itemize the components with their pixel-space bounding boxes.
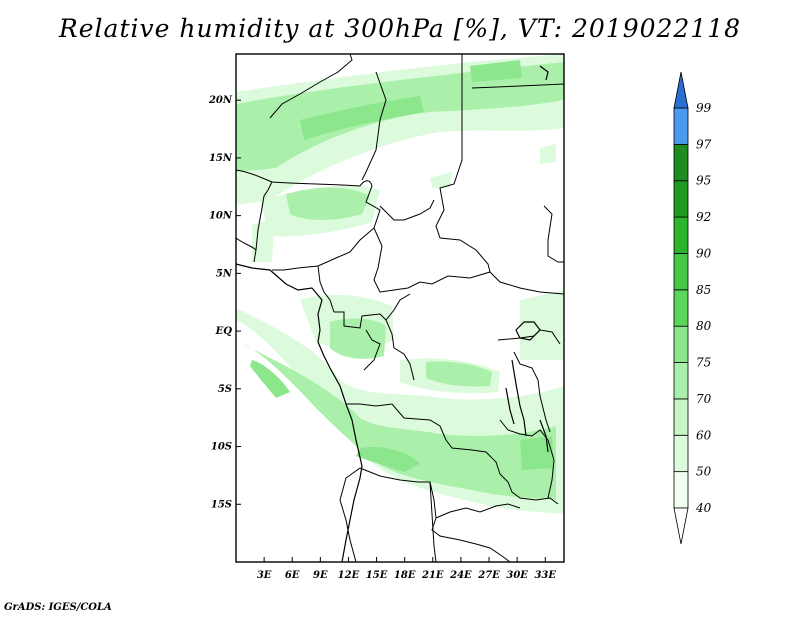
- grads-credit: GrADS: IGES/COLA: [4, 602, 112, 613]
- colorbar-label: 70: [696, 392, 712, 406]
- colorbar-label: 90: [696, 246, 712, 260]
- colorbar-bottom-arrow: [673, 507, 689, 545]
- lon-tick-label: 18E: [394, 570, 416, 581]
- colorbar-label: 95: [696, 174, 711, 188]
- colorbar-label: 80: [696, 319, 712, 333]
- lon-tick-label: 21E: [421, 570, 444, 581]
- colorbar-top-arrow: [673, 71, 689, 109]
- colorbar-segment: [673, 107, 689, 145]
- colorbar-label: 92: [696, 210, 711, 224]
- chart-title: Relative humidity at 300hPa [%], VT: 201…: [58, 14, 742, 43]
- lat-tick-label: EQ: [215, 326, 233, 337]
- lon-tick-label: 30E: [506, 570, 528, 581]
- coastline: [236, 65, 549, 562]
- map-frame: [235, 53, 565, 563]
- colorbar-segment: [673, 143, 689, 182]
- lon-tick-label: 27E: [477, 570, 500, 581]
- colorbar-segment: [673, 398, 689, 436]
- country-borders: [236, 54, 564, 562]
- lon-tick-label: 12E: [338, 570, 360, 581]
- colorbar-label: 40: [695, 501, 712, 515]
- colorbar-label: 75: [696, 356, 711, 370]
- colorbar-segment: [673, 325, 689, 363]
- lat-tick-label: 20N: [208, 95, 233, 106]
- lat-tick-label: 10N: [209, 211, 233, 222]
- lon-tick-label: 3E: [257, 570, 272, 581]
- colorbar-label: 50: [696, 465, 712, 479]
- colorbar-segment: [673, 362, 689, 400]
- lat-tick-label: 5S: [218, 384, 232, 395]
- colorbar-segment: [673, 216, 689, 254]
- colorbar-segment: [673, 289, 689, 327]
- lat-tick-label: 15N: [209, 153, 233, 164]
- lat-tick-label: 15S: [211, 499, 232, 510]
- colorbar-label: 97: [696, 137, 712, 151]
- colorbar-segment: [673, 471, 689, 509]
- latitude-axis: 20N 15N 10N 5N EQ 5S 10S 15S: [208, 95, 241, 510]
- longitude-axis: 3E 6E 9E 12E 15E 18E 21E 24E 27E 30E 33E: [257, 557, 556, 581]
- shading-deep: [250, 60, 554, 472]
- colorbar-segment: [673, 253, 689, 291]
- colorbar-segment: [673, 434, 689, 473]
- lon-tick-label: 6E: [285, 570, 300, 581]
- lon-tick-label: 15E: [366, 570, 388, 581]
- lon-tick-label: 9E: [313, 570, 328, 581]
- colorbar-label: 60: [696, 428, 712, 442]
- lat-tick-label: 10S: [211, 442, 232, 453]
- colorbar: 40 50 60 70 75 80 85 90 92 95 97 99: [673, 71, 712, 545]
- lon-tick-label: 33E: [534, 570, 556, 581]
- colorbar-segment: [673, 180, 689, 218]
- lon-tick-label: 24E: [449, 570, 472, 581]
- shading-mid: [236, 62, 564, 500]
- lat-tick-label: 5N: [216, 268, 233, 279]
- colorbar-label: 85: [696, 283, 711, 297]
- colorbar-label: 99: [696, 101, 712, 115]
